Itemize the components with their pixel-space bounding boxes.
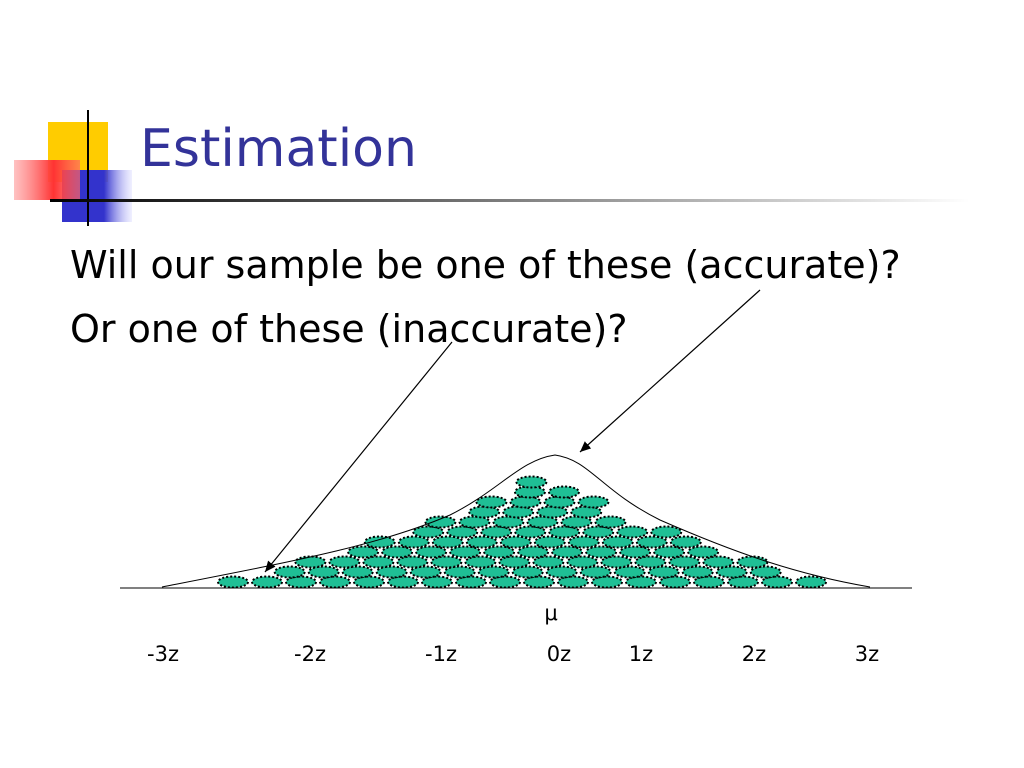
sample-mark bbox=[480, 525, 513, 539]
sample-mark bbox=[511, 565, 544, 579]
sample-mark bbox=[446, 525, 479, 539]
axis-label: 0z bbox=[547, 642, 571, 666]
axis-label: -2z bbox=[294, 642, 326, 666]
sample-mark bbox=[509, 495, 542, 509]
sample-mark bbox=[634, 555, 667, 569]
mean-label: μ bbox=[544, 601, 557, 625]
sample-mark bbox=[251, 575, 283, 589]
sample-mark bbox=[514, 525, 547, 539]
sample-mark bbox=[347, 545, 380, 559]
sample-mark bbox=[465, 535, 498, 549]
sample-mark bbox=[613, 565, 646, 579]
sample-mark bbox=[443, 565, 476, 579]
sample-mark bbox=[375, 565, 408, 579]
sample-mark bbox=[533, 535, 566, 549]
sample-mark bbox=[362, 555, 395, 569]
sample-mark bbox=[328, 555, 361, 569]
sample-mark bbox=[594, 515, 627, 529]
distribution-curve bbox=[161, 454, 871, 588]
sample-mark bbox=[619, 545, 652, 559]
sample-mark bbox=[548, 525, 581, 539]
sample-mark bbox=[381, 545, 414, 559]
sample-mark bbox=[217, 575, 249, 589]
sample-mark bbox=[579, 565, 612, 579]
axis-label: 1z bbox=[629, 642, 653, 666]
sample-mark bbox=[681, 565, 714, 579]
sample-mark bbox=[582, 525, 615, 539]
sample-mark bbox=[736, 555, 769, 569]
sample-mark bbox=[566, 555, 599, 569]
sample-mark bbox=[669, 535, 702, 549]
axis-labels: -3z -2z -1z 0z 1z 2z 3z bbox=[147, 642, 879, 666]
sample-mark bbox=[499, 535, 532, 549]
sample-mark bbox=[449, 545, 482, 559]
sample-mark bbox=[526, 515, 559, 529]
sample-mark bbox=[492, 515, 525, 529]
sample-mark bbox=[715, 565, 748, 579]
axis-label: 3z bbox=[855, 642, 879, 666]
sample-mark bbox=[551, 545, 584, 559]
sample-mark bbox=[536, 505, 569, 519]
sample-mark bbox=[502, 505, 535, 519]
red-square bbox=[14, 160, 80, 200]
sample-mark bbox=[532, 555, 565, 569]
sample-mark bbox=[468, 505, 501, 519]
sample-mark bbox=[650, 525, 683, 539]
sample-mark bbox=[600, 555, 633, 569]
decoration bbox=[14, 110, 970, 226]
sample-mark bbox=[273, 565, 306, 579]
sample-mark bbox=[668, 555, 701, 569]
arrow bbox=[264, 341, 453, 573]
axis-label: 2z bbox=[742, 642, 766, 666]
sample-mark bbox=[543, 495, 576, 509]
sample-pile bbox=[217, 475, 827, 589]
sample-mark bbox=[430, 555, 463, 569]
axis-label: -3z bbox=[147, 642, 179, 666]
sample-mark bbox=[601, 535, 634, 549]
sample-mark bbox=[513, 485, 546, 499]
sample-mark bbox=[749, 565, 782, 579]
sample-mark bbox=[483, 545, 516, 559]
sample-mark bbox=[409, 565, 442, 579]
sample-mark bbox=[415, 545, 448, 559]
sample-mark bbox=[687, 545, 720, 559]
sample-mark bbox=[412, 525, 445, 539]
sample-mark bbox=[424, 515, 457, 529]
sample-mark bbox=[431, 535, 464, 549]
sample-mark bbox=[616, 525, 649, 539]
sample-mark bbox=[341, 565, 374, 579]
sample-mark bbox=[363, 535, 396, 549]
sample-mark bbox=[585, 545, 618, 559]
sample-mark bbox=[635, 535, 668, 549]
sample-mark bbox=[464, 555, 497, 569]
title-rule bbox=[50, 199, 970, 202]
sample-mark bbox=[702, 555, 735, 569]
sample-mark bbox=[547, 485, 580, 499]
bullet: Will our sample be one of these (accurat… bbox=[70, 243, 901, 287]
sample-mark bbox=[577, 495, 610, 509]
sample-mark bbox=[396, 555, 429, 569]
sample-mark bbox=[477, 565, 510, 579]
sample-mark bbox=[545, 565, 578, 579]
bullet: Or one of these (inaccurate)? bbox=[70, 307, 628, 351]
sample-mark bbox=[294, 555, 327, 569]
sample-mark bbox=[498, 555, 531, 569]
sample-mark bbox=[560, 515, 593, 529]
sample-mark bbox=[795, 575, 827, 589]
sample-mark bbox=[515, 475, 548, 489]
arrow bbox=[579, 289, 761, 453]
sample-mark bbox=[307, 565, 340, 579]
sample-mark bbox=[397, 535, 430, 549]
sample-mark bbox=[567, 535, 600, 549]
sample-mark bbox=[475, 495, 508, 509]
sample-mark bbox=[458, 515, 491, 529]
sample-mark bbox=[517, 545, 550, 559]
title: Estimation bbox=[140, 119, 417, 179]
sample-mark bbox=[647, 565, 680, 579]
axis-label: -1z bbox=[425, 642, 457, 666]
sample-mark bbox=[570, 505, 603, 519]
sample-mark bbox=[653, 545, 686, 559]
